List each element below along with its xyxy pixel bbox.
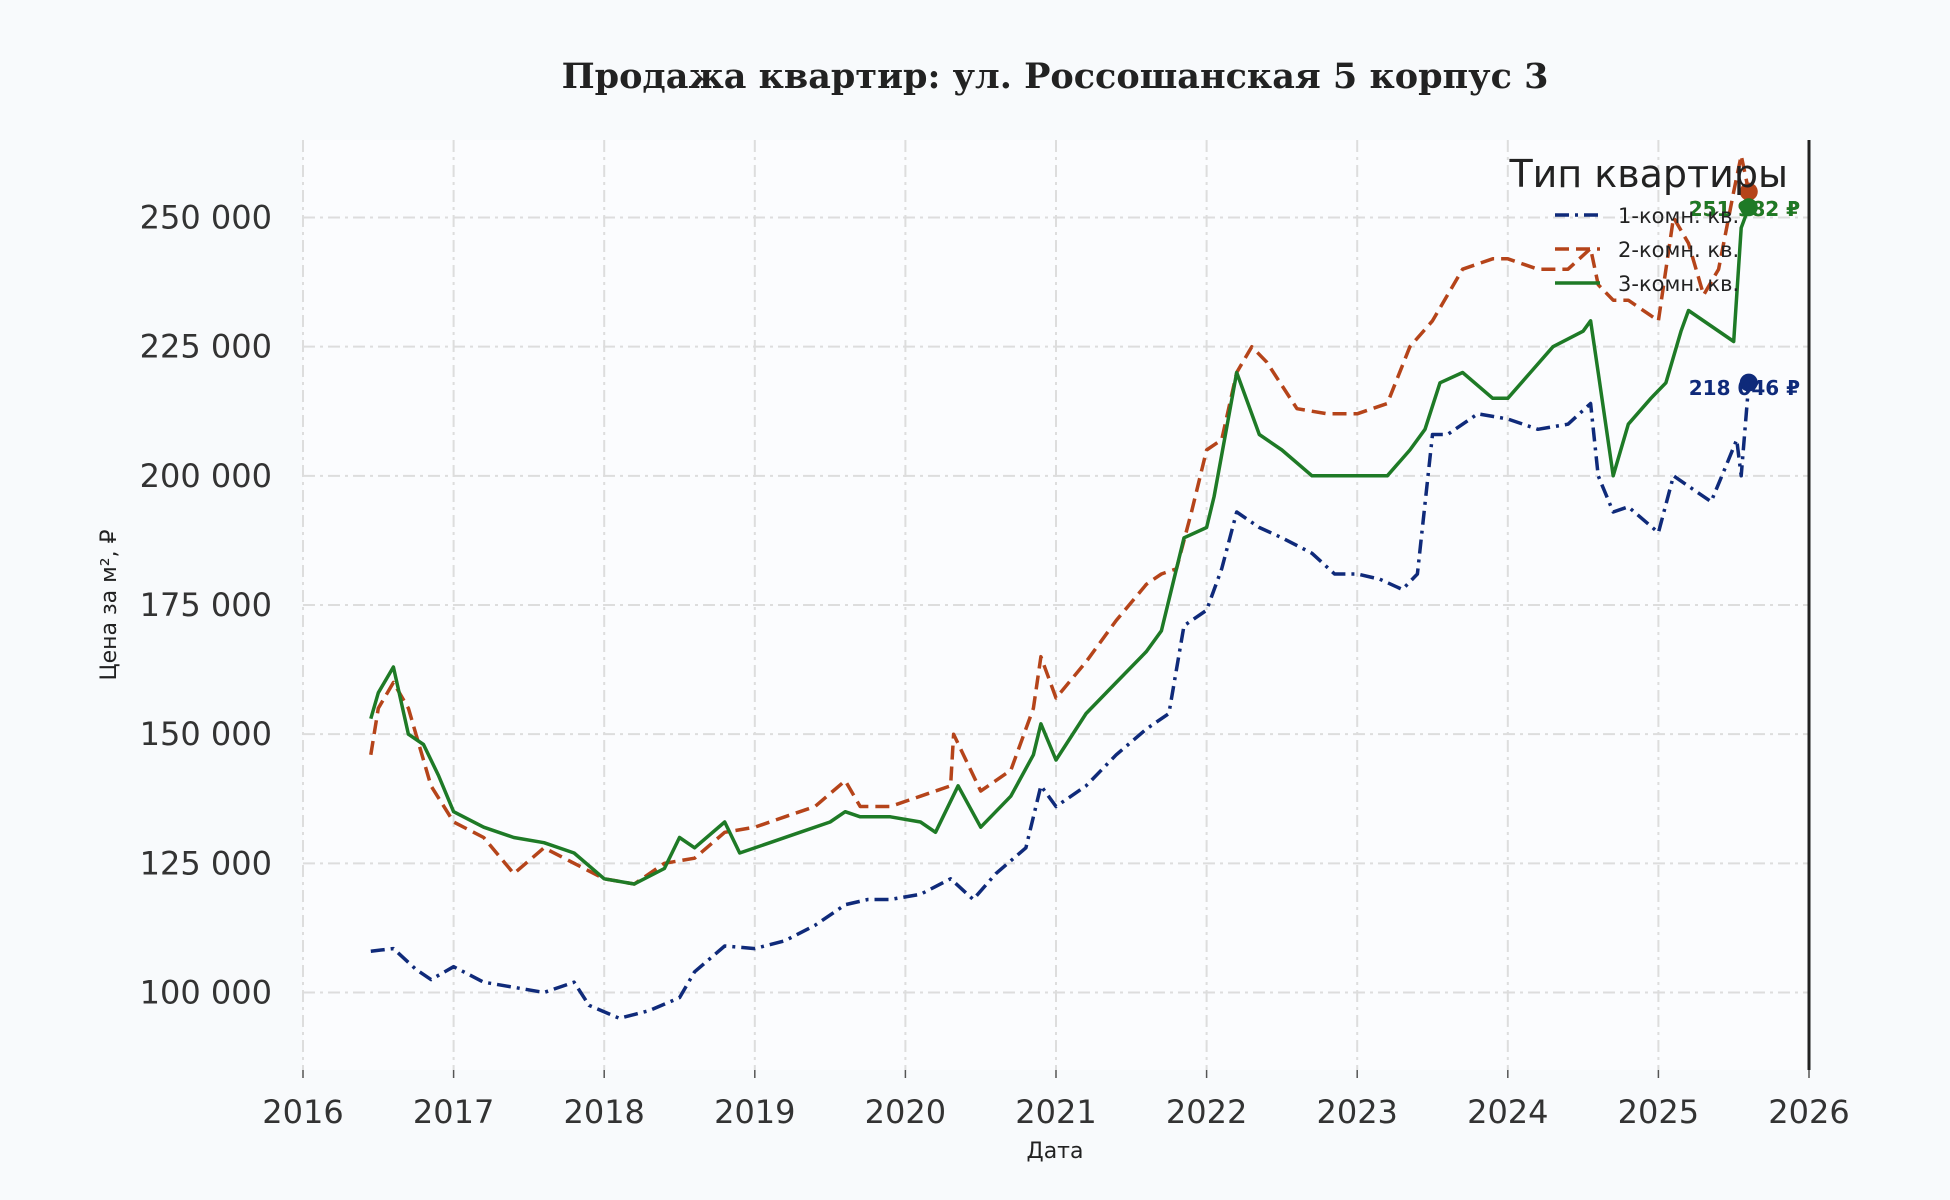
y-axis: 100 000 125 000 150 000 175 000 200 000 225 0… bbox=[140, 199, 272, 1012]
x-tick-label: 2026 bbox=[1768, 1093, 1849, 1131]
y-tick-label: 225 000 bbox=[140, 328, 272, 366]
x-tick-label: 2019 bbox=[714, 1093, 795, 1131]
y-axis-label: Цена за м², ₽ bbox=[97, 529, 122, 680]
x-tick-label: 2016 bbox=[262, 1093, 343, 1131]
legend-label: 1-комн. кв. bbox=[1618, 204, 1739, 228]
x-tick-label: 2018 bbox=[563, 1093, 644, 1131]
series-line bbox=[369, 206, 1751, 886]
legend-label: 3-комн. кв. bbox=[1618, 272, 1739, 296]
series-end-label: 218 046 ₽ bbox=[1689, 376, 1800, 400]
series-layer: 218 046 ₽251 982 ₽251 982 ₽ bbox=[369, 153, 1800, 1021]
legend: Тип квартиры 1-комн. кв. 2-комн. кв. 3-ком… bbox=[1508, 152, 1788, 296]
series-end-label: 251 982 ₽ bbox=[1689, 197, 1800, 221]
legend-label: 2-комн. кв. bbox=[1618, 238, 1739, 262]
chart-title: Продажа квартир: ул. Россошанская 5 корп… bbox=[562, 56, 1549, 97]
x-tick-label: 2024 bbox=[1467, 1093, 1548, 1131]
x-tick-label: 2020 bbox=[865, 1093, 946, 1131]
series-end-marker bbox=[1739, 373, 1758, 392]
series-end-marker bbox=[1739, 182, 1758, 201]
y-tick-label: 250 000 bbox=[140, 199, 272, 237]
y-tick-label: 125 000 bbox=[140, 844, 272, 882]
x-axis: 2016 2017 2018 2019 2020 2021 2022 2023 2024 2025… bbox=[262, 1070, 1850, 1131]
y-tick-label: 100 000 bbox=[140, 974, 272, 1012]
y-tick-label: 150 000 bbox=[140, 715, 272, 753]
x-axis-label: Дата bbox=[1027, 1139, 1084, 1164]
series-end-marker bbox=[1739, 198, 1758, 217]
x-tick-label: 2025 bbox=[1618, 1093, 1699, 1131]
series-line bbox=[370, 382, 1751, 1021]
x-tick-label: 2022 bbox=[1166, 1093, 1247, 1131]
x-tick-label: 2021 bbox=[1015, 1093, 1096, 1131]
legend-title: Тип квартиры bbox=[1508, 152, 1788, 196]
y-tick-label: 175 000 bbox=[140, 586, 272, 624]
x-tick-label: 2017 bbox=[413, 1093, 494, 1131]
y-tick-label: 200 000 bbox=[140, 457, 272, 495]
x-tick-label: 2023 bbox=[1316, 1093, 1397, 1131]
